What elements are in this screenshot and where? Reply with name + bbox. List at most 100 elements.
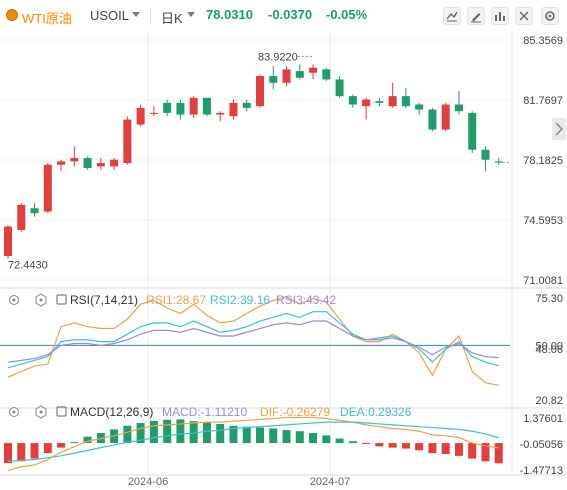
macd-histogram-bar (43, 443, 52, 454)
candle-body (43, 164, 52, 212)
candle-body (242, 102, 251, 108)
macd-histogram-bar (30, 443, 39, 459)
macd-histogram-bar (494, 443, 503, 464)
candle-body (163, 102, 172, 113)
price-tick-label: 85.3569 (523, 35, 563, 47)
macd-histogram-bar (163, 419, 172, 444)
candle-body (335, 79, 344, 97)
candle-body (110, 159, 119, 167)
macd-histogram-bar (242, 426, 251, 444)
macd-histogram-bar (282, 429, 291, 444)
rsi-indicator-name: RSI(7,14,21) (70, 293, 138, 307)
flag-icon (6, 9, 18, 21)
line-style-icon[interactable] (443, 7, 461, 25)
candle-body (70, 158, 79, 162)
macd-histogram-bar (441, 443, 450, 455)
macd-histogram-bar (322, 435, 331, 444)
indicator-box-icon (56, 294, 67, 305)
price-tick-label: 78.1825 (523, 155, 563, 167)
scroll-right-icon[interactable] (552, 118, 566, 140)
candle-body (309, 67, 318, 73)
rsi-tick-label: 20.82 (535, 395, 563, 407)
rsi-line-3 (7, 320, 499, 363)
candle-body (362, 99, 371, 107)
indicator-icon[interactable] (491, 7, 509, 25)
candle-body (123, 119, 132, 164)
macd-histogram-bar (428, 443, 437, 454)
gear-icon (35, 293, 47, 307)
candle-body (96, 163, 105, 167)
macd-histogram-bar (149, 420, 158, 444)
macd-histogram-bar (229, 425, 238, 444)
macd-tick-label: 1.37601 (523, 413, 563, 425)
rsi-tick-label: 50.00 (535, 340, 563, 352)
rsi-line-2 (7, 311, 499, 369)
low-price-label: 72.4430 (8, 259, 48, 271)
candle-body (4, 226, 12, 257)
symbol-code[interactable]: USOIL (90, 8, 130, 23)
macd-histogram-bar (123, 425, 132, 444)
macd-indicator-name: MACD(12,26,9) (70, 405, 153, 419)
indicator-box-icon (56, 406, 67, 417)
period-dropdown-icon[interactable] (187, 12, 195, 18)
candle-body (202, 97, 211, 115)
rsi-tick-label: 48.06 (535, 344, 563, 356)
header-toolbar: WTI原油 USOIL 日K 78.0310 -0.0370 -0.05% (0, 0, 567, 30)
candle-body (454, 104, 463, 112)
macd-tick-label: -0.05056 (520, 439, 563, 451)
gear-icon (39, 410, 43, 414)
settings-icon[interactable] (541, 7, 559, 25)
candle-body (216, 112, 225, 115)
dropdown-icon[interactable] (132, 12, 140, 18)
macd-histogram-bar (375, 443, 384, 447)
candle-body (441, 104, 450, 130)
rsi-panel: RSI(7,14,21) RSI1:28.67 RSI2:39.16 RSI3:43.… (0, 293, 510, 386)
scroll-right-icon (555, 122, 564, 136)
macd-histogram-bar (70, 442, 79, 444)
expand-icon[interactable] (515, 7, 533, 25)
candle-body (30, 208, 39, 214)
chart-svg[interactable]: RSI(7,14,21) RSI1:28.67 RSI2:39.16 RSI3:43.… (0, 30, 567, 490)
macd-histogram-bar (269, 428, 278, 444)
macd-histogram-bar (388, 443, 397, 448)
rsi3-legend: RSI3:43.42 (276, 293, 336, 307)
x-tick-label: 2024-06 (128, 476, 168, 488)
rsi2-legend: RSI2:39.16 (210, 293, 270, 307)
eye-icon (9, 295, 19, 305)
gear-icon (35, 405, 47, 419)
candle-body (322, 69, 331, 80)
candle-body (282, 69, 291, 83)
rsi1-legend: RSI1:28.67 (146, 293, 206, 307)
price-change: -0.0370 (268, 7, 313, 22)
candle-body (428, 109, 437, 130)
candle-body (388, 96, 397, 107)
period-selector[interactable]: 日K (161, 11, 183, 26)
macd-histogram-bar (468, 443, 477, 459)
eye-icon (12, 410, 16, 414)
gear-icon (39, 298, 43, 302)
eye-icon (12, 298, 16, 302)
axis-labels: 85.3569 81.7697 78.1825 74.5953 71.0081 83.92… (8, 35, 566, 488)
candle-body (149, 112, 158, 114)
dea-line (7, 421, 499, 462)
macd-histogram-bar (256, 427, 264, 444)
candle-body (401, 96, 410, 107)
candle-body (17, 204, 26, 230)
price-tick-label: 81.7697 (523, 95, 563, 107)
candle-body (415, 104, 424, 110)
candle-body (229, 102, 238, 117)
macd-histogram-bar (4, 443, 12, 464)
draw-icon[interactable] (467, 7, 485, 25)
price-tick-label: 74.5953 (523, 215, 563, 227)
candle-body (468, 112, 477, 150)
symbol-name[interactable]: WTI原油 (22, 11, 72, 26)
rsi-tick-label: 75.30 (535, 293, 563, 305)
high-price-label: 83.9220 (258, 51, 298, 63)
price-change-pct: -0.05% (326, 7, 368, 22)
macd-histogram-bar (57, 443, 66, 448)
candle-body (189, 97, 198, 115)
divider (150, 8, 151, 24)
candle-body (57, 161, 66, 165)
x-tick-label: 2024-07 (310, 476, 350, 488)
